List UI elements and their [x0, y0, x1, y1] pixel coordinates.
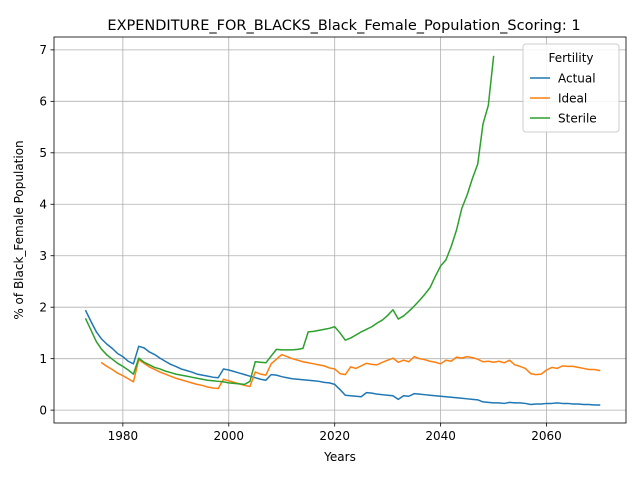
y-tick-label: 7 [39, 43, 47, 57]
x-axis-title: Years [323, 450, 356, 464]
legend-box [522, 43, 620, 133]
y-tick-label: 4 [39, 198, 47, 212]
y-tick-label: 1 [39, 352, 47, 366]
series-line-ideal [100, 353, 601, 390]
legend-entries: Actual Ideal Sterile [530, 71, 597, 125]
series-line-sterile [84, 55, 495, 386]
gridlines [54, 37, 626, 423]
legend: Fertility Actual Ideal Sterile [522, 43, 620, 133]
plot-frame [53, 36, 627, 424]
x-tick-label: 2040 [425, 429, 456, 443]
y-tick-label: 0 [39, 403, 47, 417]
series-line-actual [84, 309, 601, 406]
x-tick-label: 2060 [531, 429, 562, 443]
y-axis-title: % of Black_Female Population [12, 140, 26, 319]
y-tick-label: 5 [39, 146, 47, 160]
legend-label-ideal: Ideal [558, 91, 587, 105]
x-tick-label: 2020 [319, 429, 350, 443]
series-lines [84, 55, 601, 406]
legend-title: Fertility [548, 51, 593, 65]
legend-label-actual: Actual [558, 71, 596, 85]
axis-ticks: 1980 2000 2020 2040 2060 0 1 2 3 4 5 6 7 [39, 43, 561, 443]
x-tick-label: 1980 [108, 429, 139, 443]
y-tick-label: 6 [39, 95, 47, 109]
y-tick-label: 2 [39, 301, 47, 315]
x-tick-label: 2000 [214, 429, 245, 443]
y-tick-label: 3 [39, 249, 47, 263]
chart-title: EXPENDITURE_FOR_BLACKS_Black_Female_Popu… [107, 18, 580, 34]
legend-label-sterile: Sterile [558, 111, 597, 125]
